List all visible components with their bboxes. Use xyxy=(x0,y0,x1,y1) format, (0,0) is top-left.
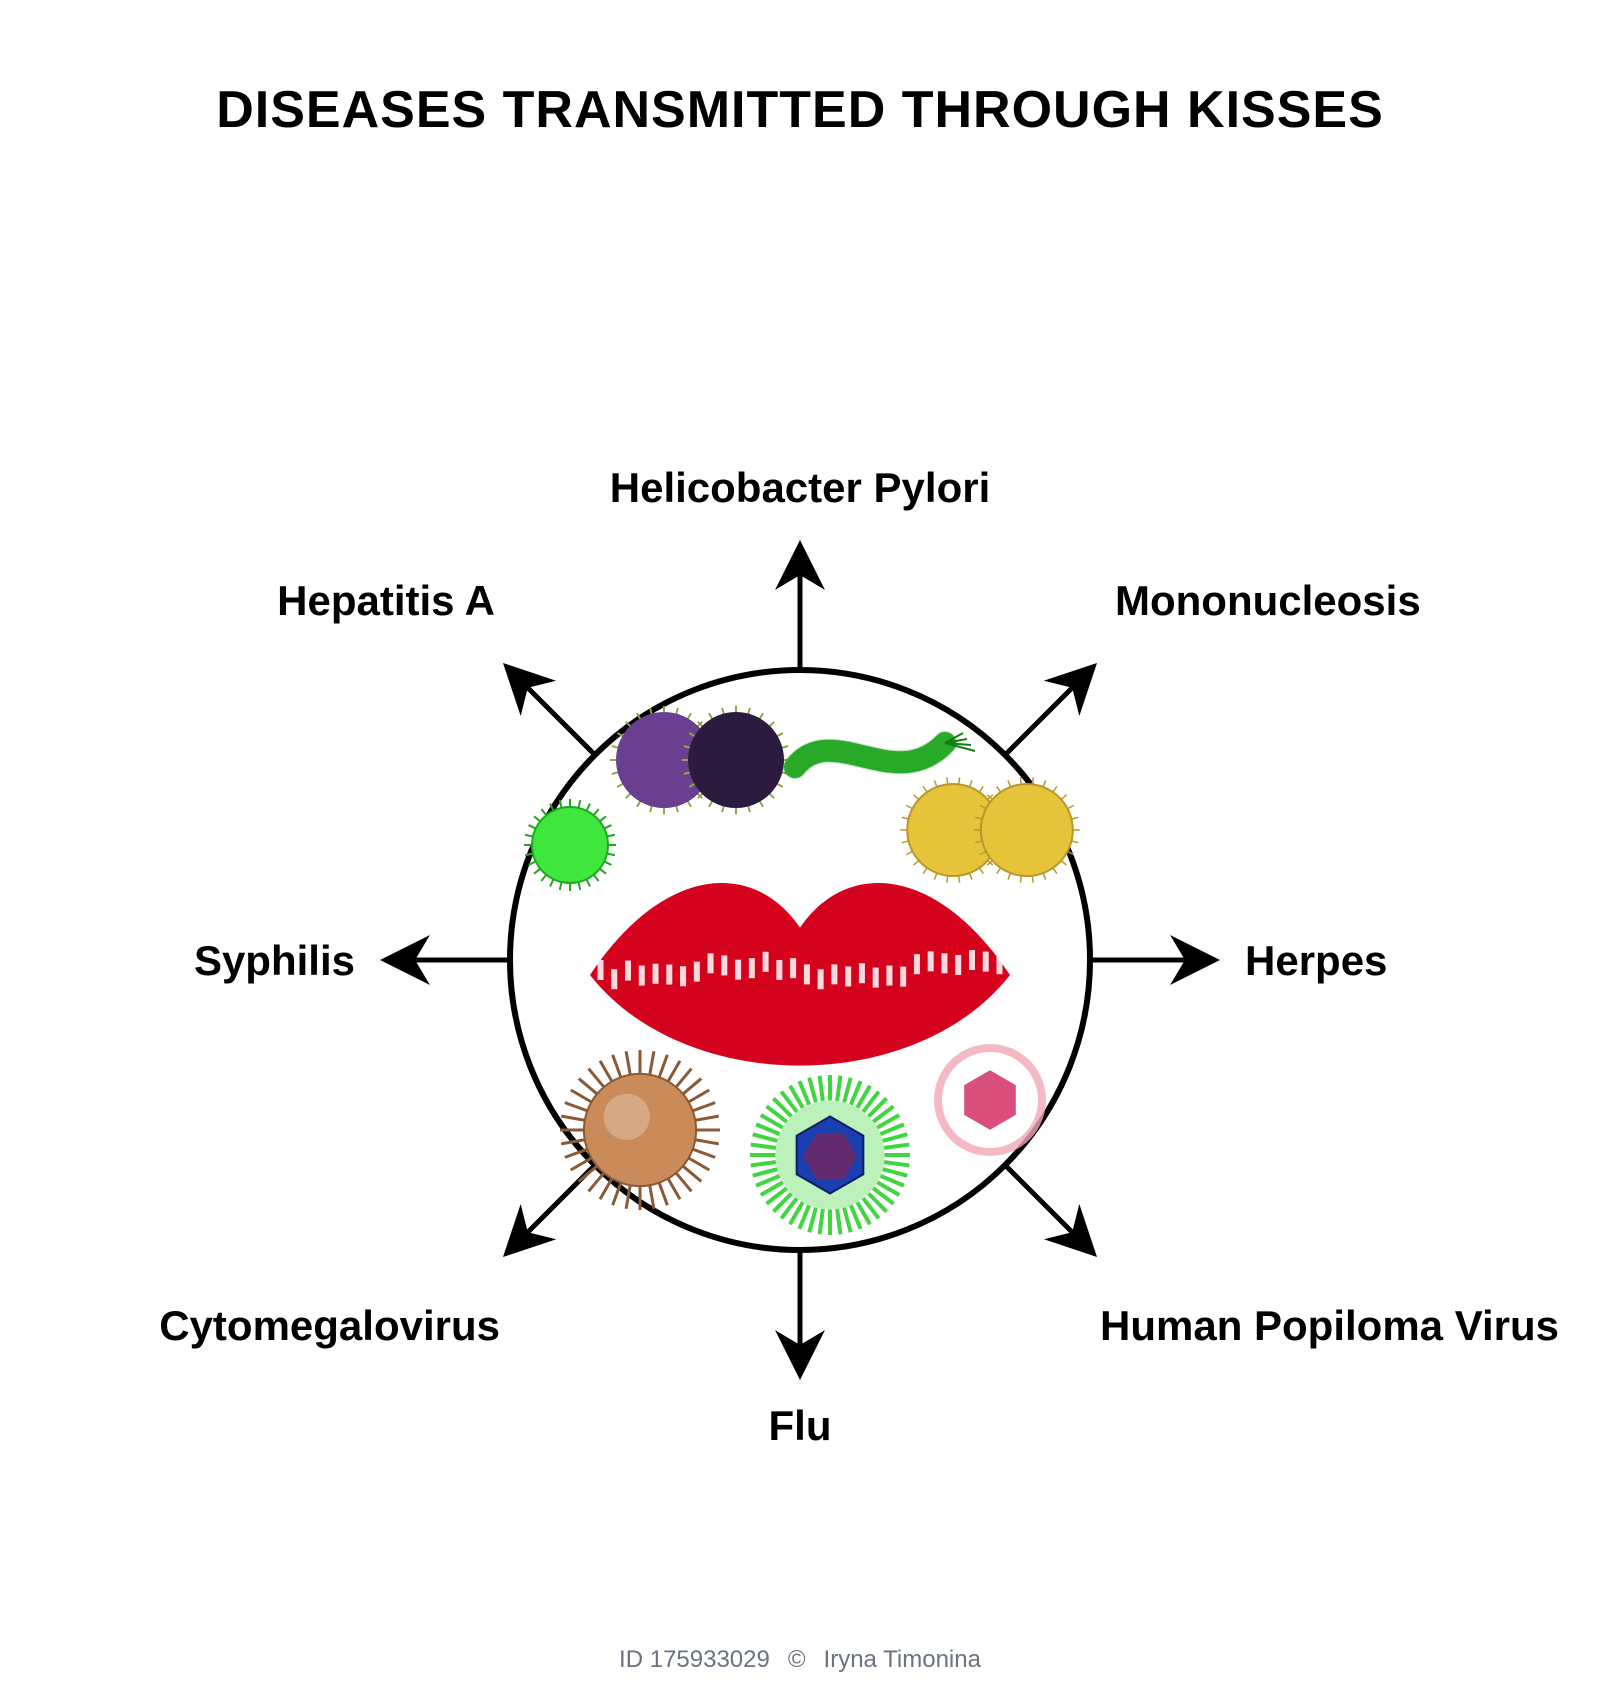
infographic-stage: DISEASES TRANSMITTED THROUGH KISSES Heli… xyxy=(0,0,1600,1690)
hpv-icon xyxy=(934,1044,1046,1156)
arrow-hpv xyxy=(1005,1165,1090,1250)
label-herpes: Herpes xyxy=(1245,937,1387,984)
diagram-svg: Helicobacter Pylori Mononucleosis Herpes Hu… xyxy=(0,0,1600,1690)
flu-virus-icon xyxy=(750,1075,910,1235)
arrow-hepatitis_a xyxy=(510,670,595,755)
label-hpv: Human Popiloma Virus xyxy=(1100,1302,1559,1349)
label-mononucleosis: Mononucleosis xyxy=(1115,577,1421,624)
footer-separator: © xyxy=(788,1646,806,1674)
footer-bar: ID 175933029 © Iryna Timonina xyxy=(0,1630,1600,1690)
label-hepatitis_a: Hepatitis A xyxy=(277,577,495,624)
footer-credit: Iryna Timonina xyxy=(824,1646,981,1674)
label-cytomegalovirus: Cytomegalovirus xyxy=(159,1302,500,1349)
label-helicobacter: Helicobacter Pylori xyxy=(610,464,990,511)
label-flu: Flu xyxy=(769,1402,832,1449)
footer-id: ID 175933029 xyxy=(619,1646,770,1674)
label-syphilis: Syphilis xyxy=(194,937,355,984)
arrow-mononucleosis xyxy=(1005,670,1090,755)
